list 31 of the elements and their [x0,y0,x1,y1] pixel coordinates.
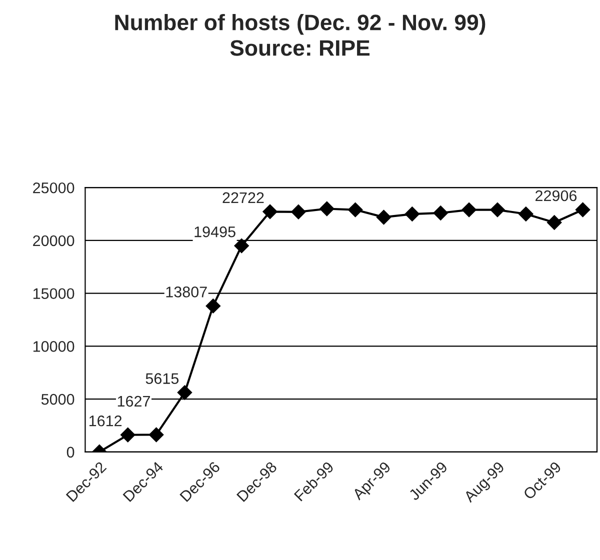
point [291,204,306,220]
point [546,215,562,230]
chart-title: Number of hosts (Dec. 92 - Nov. 99) Source: RIPE [115,14,486,56]
y-tick-label: 25000 [33,182,74,194]
point [348,202,363,218]
data-label: 1627 [118,396,150,407]
y-tick-label: 5000 [41,394,74,405]
point [433,206,448,220]
data-label: 22906 [536,190,577,202]
point [575,202,590,218]
point [234,238,249,254]
data-label: 1612 [89,415,122,426]
point [404,206,420,222]
y-tick-label: 10000 [33,341,74,352]
y-tick-label: 20000 [33,235,74,246]
point [177,385,192,400]
point [462,202,476,218]
data-label: 5615 [146,373,179,384]
data-label: 13807 [166,286,207,298]
point [262,204,278,220]
point [148,427,164,442]
point [120,427,136,442]
y-tick-label: 0 [66,446,74,458]
data-label: 22722 [222,192,264,203]
point [319,201,334,216]
point [518,206,534,222]
point [376,210,392,225]
data-label: 19495 [194,226,236,238]
y-tick-label: 15000 [33,288,74,300]
point [490,202,505,218]
point [206,298,221,314]
